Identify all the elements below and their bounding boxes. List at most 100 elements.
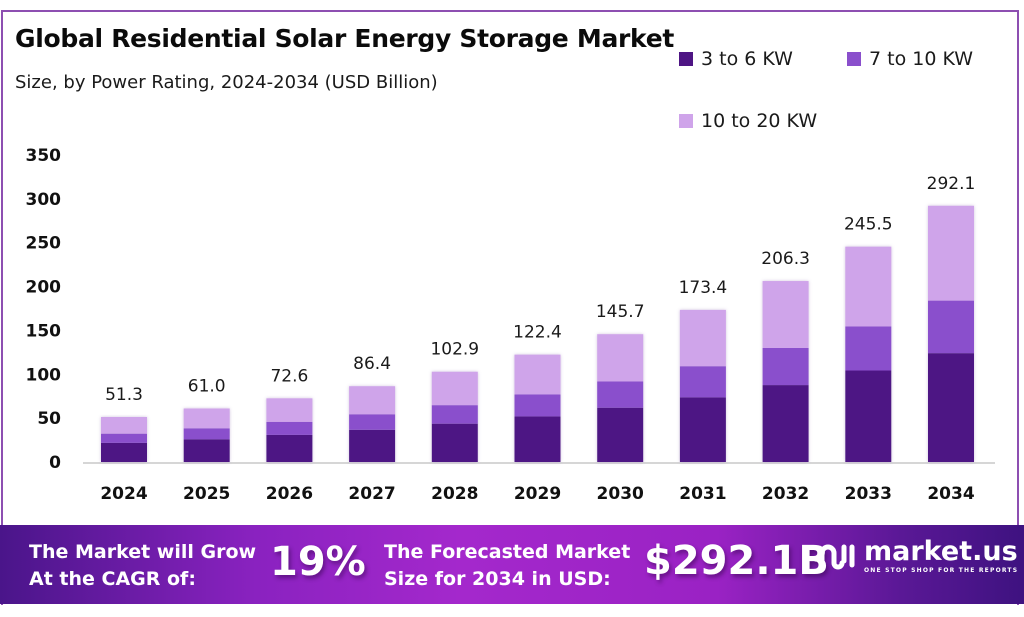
bar-total-label: 122.4 [513, 323, 562, 343]
stacked-bar-chart: 0 50 100 150 200 250 300 350 51.3 61.0 72.6 86.4 10… [26, 146, 995, 504]
bar-total-label: 51.3 [105, 385, 143, 405]
bar-segment-7-to-10-kw [514, 394, 561, 417]
bar-total-label: 86.4 [353, 354, 391, 374]
bar-segment-7-to-10-kw [183, 428, 230, 440]
bar-segment-10-to-20-kw [845, 246, 892, 327]
bar-segment-3-to-6-kw [597, 407, 644, 462]
bar-total-label: 245.5 [844, 215, 893, 235]
bar-segment-10-to-20-kw [183, 408, 230, 429]
bar-segment-10-to-20-kw [928, 205, 974, 301]
bar-stack [762, 281, 809, 462]
bar-segment-7-to-10-kw [431, 405, 478, 424]
bar-segment-10-to-20-kw [514, 354, 561, 395]
bar-stack [101, 417, 147, 462]
bar-stack [514, 354, 561, 462]
bars-group: 51.3 61.0 72.6 86.4 102.9 122.4 145.7 173.4 206.… [101, 174, 975, 462]
bar-stack [679, 309, 726, 462]
bar-segment-3-to-6-kw [183, 439, 230, 462]
x-tick-label: 2031 [679, 484, 726, 504]
bar-stack [183, 408, 230, 462]
bar-stack [266, 398, 313, 462]
bar-segment-3-to-6-kw [845, 370, 892, 462]
bar-total-label: 206.3 [761, 249, 810, 269]
bar-total-label: 72.6 [270, 366, 308, 386]
market-us-logo-icon [813, 544, 855, 570]
legend-label: 7 to 10 KW [869, 48, 974, 70]
bar-segment-7-to-10-kw [762, 347, 809, 386]
y-axis: 0 50 100 150 200 250 300 350 [26, 146, 62, 473]
legend-swatch-light [679, 114, 693, 128]
bar-segment-7-to-10-kw [845, 326, 892, 371]
bar-segment-7-to-10-kw [679, 366, 726, 398]
cagr-value: 19% [270, 539, 366, 585]
bar-total-label: 292.1 [927, 174, 976, 194]
x-tick-label: 2027 [348, 484, 395, 504]
bar-segment-3-to-6-kw [349, 429, 396, 462]
logo-tagline: ONE STOP SHOP FOR THE REPORTS [864, 567, 1019, 574]
bar-segment-7-to-10-kw [349, 414, 396, 430]
market-us-logo[interactable]: market.us ONE STOP SHOP FOR THE REPORTS [812, 538, 1018, 574]
legend-swatch-dark [679, 52, 693, 66]
bar-segment-3-to-6-kw [679, 397, 726, 462]
forecast-text-line1: The Forecasted Market [384, 541, 631, 563]
bar-segment-7-to-10-kw [266, 421, 313, 435]
forecast-value: $292.1B [644, 538, 829, 584]
bar-stack [431, 371, 478, 462]
x-tick-label: 2028 [431, 484, 478, 504]
forecast-text-line2: Size for 2034 in USD: [384, 568, 611, 590]
bar-stack [845, 246, 892, 462]
bar-segment-3-to-6-kw [266, 434, 313, 462]
bar-segment-7-to-10-kw [101, 433, 147, 443]
y-tick-label: 150 [26, 321, 62, 341]
legend-item-3-to-6-kw: 3 to 6 KW [679, 48, 793, 70]
logo-name: market.us [864, 536, 1018, 567]
bar-segment-10-to-20-kw [762, 281, 809, 348]
cagr-text-line1: The Market will Grow [29, 541, 257, 563]
bar-segment-10-to-20-kw [349, 386, 396, 415]
x-tick-label: 2030 [597, 484, 644, 504]
y-tick-label: 350 [26, 146, 62, 166]
y-tick-label: 300 [26, 190, 62, 210]
bar-segment-10-to-20-kw [679, 309, 726, 367]
forecast-description: The Forecasted Market Size for 2034 in U… [384, 539, 630, 593]
bar-segment-10-to-20-kw [266, 398, 313, 422]
bar-stack [928, 205, 974, 462]
bar-total-label: 102.9 [430, 340, 479, 360]
x-tick-label: 2033 [845, 484, 892, 504]
bar-segment-3-to-6-kw [762, 385, 809, 462]
bar-segment-7-to-10-kw [597, 381, 644, 408]
bar-stack [597, 334, 644, 462]
chart-title: Global Residential Solar Energy Storage … [15, 24, 675, 53]
x-tick-label: 2032 [762, 484, 809, 504]
bar-segment-3-to-6-kw [431, 423, 478, 462]
bar-segment-10-to-20-kw [431, 371, 478, 406]
chart-frame [1, 10, 1019, 605]
y-tick-label: 200 [26, 278, 62, 298]
bar-segment-10-to-20-kw [101, 417, 147, 434]
legend-label: 3 to 6 KW [701, 48, 793, 70]
cagr-description: The Market will Grow At the CAGR of: [29, 539, 256, 593]
chart-subtitle: Size, by Power Rating, 2024-2034 (USD Bi… [15, 72, 438, 93]
y-tick-label: 0 [49, 453, 61, 473]
bar-total-label: 173.4 [679, 278, 728, 298]
x-axis: 2024 2025 2026 2027 2028 2029 2030 2031 2032 2033… [100, 484, 974, 504]
x-tick-label: 2024 [100, 484, 147, 504]
y-tick-label: 50 [37, 409, 61, 429]
bar-total-label: 145.7 [596, 302, 645, 322]
bar-segment-10-to-20-kw [597, 334, 644, 382]
bar-total-label: 61.0 [188, 376, 226, 396]
legend-item-7-to-10-kw: 7 to 10 KW [847, 48, 973, 70]
x-tick-label: 2025 [183, 484, 230, 504]
y-tick-label: 250 [26, 234, 62, 254]
legend-label: 10 to 20 KW [701, 110, 818, 132]
bar-stack [349, 386, 396, 462]
bar-segment-7-to-10-kw [928, 300, 974, 354]
bar-segment-3-to-6-kw [514, 416, 561, 462]
x-tick-label: 2034 [927, 484, 974, 504]
cagr-text-line2: At the CAGR of: [29, 568, 196, 590]
legend-item-10-to-20-kw: 10 to 20 KW [679, 110, 817, 132]
x-tick-label: 2029 [514, 484, 561, 504]
y-tick-label: 100 [26, 365, 62, 385]
bar-segment-3-to-6-kw [928, 353, 974, 462]
x-tick-label: 2026 [266, 484, 313, 504]
